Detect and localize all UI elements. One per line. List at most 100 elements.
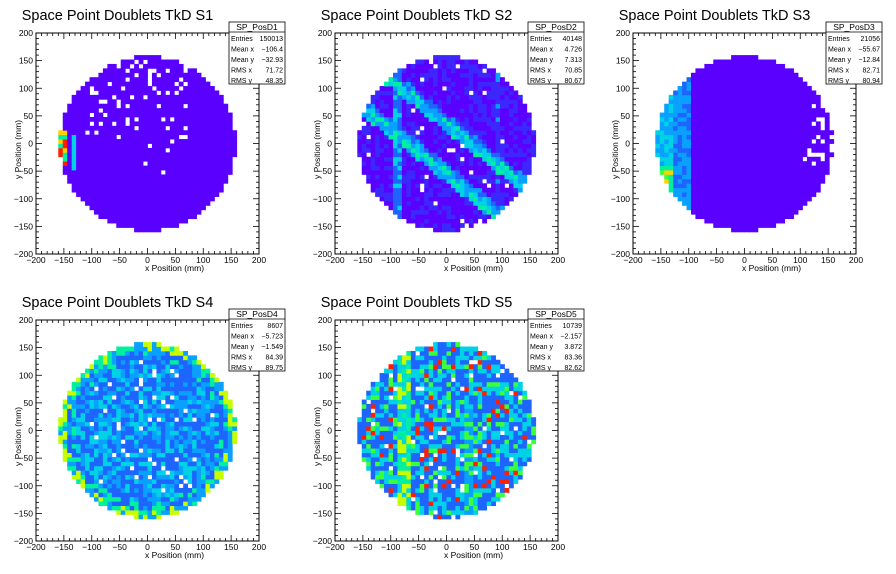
heatmap-bin (655, 130, 661, 136)
heatmap-bin (125, 81, 131, 87)
heatmap-bin (392, 116, 398, 122)
heatmap-bin (392, 187, 398, 193)
heatmap-bin (464, 170, 470, 175)
heatmap-bin (134, 134, 139, 140)
heatmap-bin (76, 434, 81, 440)
heatmap-bin (699, 121, 705, 127)
heatmap-bin (401, 214, 407, 220)
heatmap-bin (433, 130, 438, 136)
heatmap-bin (789, 99, 794, 105)
heatmap-bin (151, 174, 157, 180)
heatmap-bin (138, 395, 144, 400)
y-tick-label: 200 (318, 28, 332, 38)
heatmap-bin (138, 218, 144, 224)
heatmap-bin (401, 170, 407, 175)
heatmap-bin (102, 77, 108, 83)
heatmap-bin (178, 364, 184, 370)
heatmap-bin (820, 134, 826, 140)
heatmap-bin (196, 183, 202, 189)
heatmap-bin (740, 147, 745, 153)
heatmap-bin (415, 174, 421, 180)
heatmap-bin (526, 112, 532, 118)
heatmap-bin (134, 342, 139, 347)
heatmap-bin (798, 121, 803, 127)
heatmap-bin (713, 223, 719, 228)
heatmap-bin (424, 187, 430, 193)
heatmap-bin (143, 408, 148, 414)
heatmap-bin (174, 479, 180, 484)
heatmap-bin (183, 174, 189, 180)
heatmap-bin (717, 183, 723, 189)
heatmap-bin (209, 165, 215, 171)
heatmap-bin (686, 121, 692, 127)
heatmap-bin (392, 152, 398, 158)
stats-value: 82.71 (862, 68, 880, 75)
heatmap-bin (192, 205, 197, 211)
heatmap-bin (473, 174, 479, 180)
heatmap-bin (379, 452, 385, 458)
heatmap-bin (659, 161, 665, 166)
heatmap-bin (748, 205, 754, 211)
heatmap-bin (156, 408, 162, 414)
heatmap-bin (134, 121, 139, 127)
heatmap-bin (156, 200, 162, 206)
heatmap-bin (446, 214, 452, 220)
heatmap-bin (111, 443, 117, 449)
heatmap-bin (187, 147, 193, 153)
heatmap-bin (775, 121, 781, 127)
heatmap-bin (165, 86, 171, 91)
heatmap-bin (169, 170, 175, 175)
heatmap-bin (138, 147, 144, 153)
heatmap-bin (201, 465, 206, 471)
heatmap-bin (780, 116, 786, 122)
heatmap-bin (120, 147, 126, 153)
heatmap-bin (116, 81, 122, 87)
heatmap-bin (160, 496, 166, 502)
heatmap-bin (477, 77, 483, 83)
heatmap-bin (218, 139, 224, 144)
heatmap-bin (169, 417, 175, 423)
heatmap-bin (379, 412, 385, 418)
heatmap-bin (129, 200, 135, 206)
heatmap-bin (116, 108, 122, 113)
heatmap-bin (160, 492, 166, 498)
heatmap-bin (227, 116, 233, 122)
heatmap-bin (526, 170, 532, 175)
heatmap-bin (178, 390, 184, 396)
heatmap-bin (232, 134, 238, 140)
heatmap-bin (151, 147, 157, 153)
heatmap-bin (156, 457, 162, 462)
heatmap-bin (98, 134, 104, 140)
heatmap-bin (120, 403, 126, 409)
heatmap-bin (437, 156, 443, 162)
heatmap-bin (668, 112, 674, 118)
heatmap-bin (196, 421, 202, 427)
heatmap-bin (214, 161, 220, 166)
heatmap-bin (500, 134, 505, 140)
heatmap-bin (384, 121, 389, 127)
heatmap-bin (482, 156, 488, 162)
heatmap-bin (209, 161, 215, 166)
heatmap-bin (455, 170, 461, 175)
heatmap-bin (406, 218, 412, 224)
heatmap-bin (76, 143, 81, 149)
heatmap-bin (102, 161, 108, 166)
heatmap-bin (80, 390, 86, 396)
heatmap-bin (134, 399, 139, 405)
heatmap-bin (379, 373, 385, 378)
heatmap-bin (178, 125, 184, 131)
heatmap-bin (740, 86, 745, 91)
heatmap-bin (107, 174, 113, 180)
heatmap-bin (789, 116, 794, 122)
heatmap-bin (375, 430, 380, 436)
heatmap-bin (668, 139, 674, 144)
heatmap-bin (717, 139, 723, 144)
heatmap-bin (379, 474, 385, 480)
heatmap-bin (677, 170, 683, 175)
heatmap-bin (129, 443, 135, 449)
heatmap-bin (504, 178, 510, 184)
heatmap-bin (500, 108, 505, 113)
heatmap-bin (143, 143, 148, 149)
heatmap-bin (433, 196, 438, 202)
heatmap-bin (686, 178, 692, 184)
